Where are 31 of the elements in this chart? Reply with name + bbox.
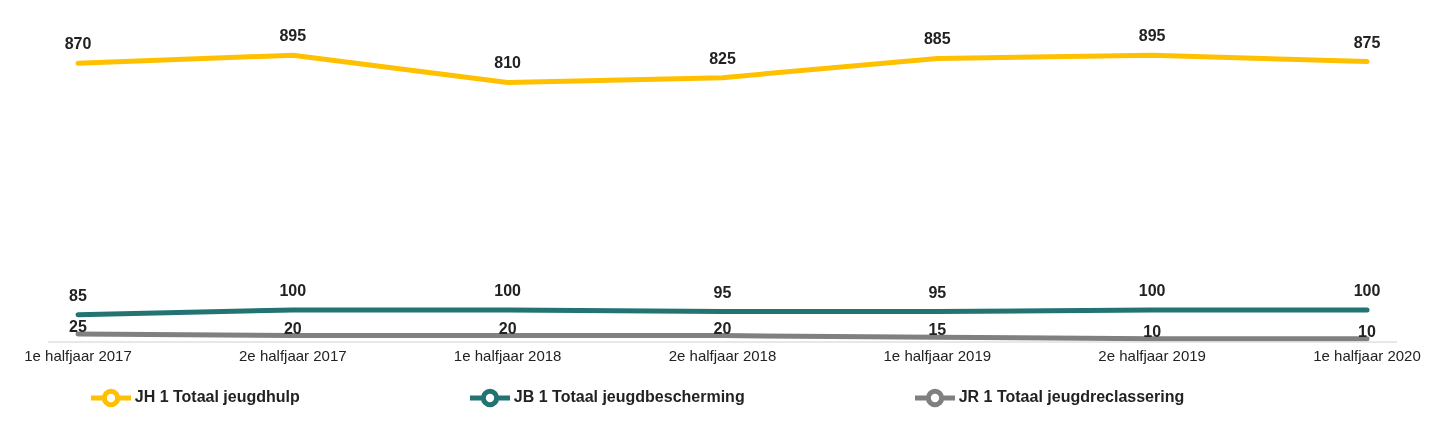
data-label: 875 [1353,33,1381,51]
data-label: 870 [64,35,92,53]
legend-label: JR 1 Totaal jeugdreclassering [958,388,1185,406]
x-tick-label: 1e halfjaar 2019 [883,346,992,364]
data-label: 100 [279,281,307,299]
data-label: 20 [283,319,302,337]
data-label: 895 [279,27,307,45]
data-label: 885 [923,30,951,48]
data-label: 825 [709,49,736,67]
x-tick-label: 2e halfjaar 2018 [668,346,777,364]
legend-label: JB 1 Totaal jeugdbescherming [513,388,745,406]
data-label: 95 [928,283,947,301]
data-label: 895 [1138,27,1166,45]
data-label: 20 [498,319,517,337]
x-tick-label: 1e halfjaar 2017 [24,346,132,364]
data-label: 100 [1353,281,1381,299]
data-label: 810 [494,54,522,72]
x-tick-label: 1e halfjaar 2020 [1313,346,1421,364]
data-label: 100 [1138,281,1166,299]
data-label: 100 [494,281,522,299]
x-tick-label: 2e halfjaar 2019 [1098,346,1206,364]
data-label: 25 [69,317,87,335]
x-tick-label: 1e halfjaar 2018 [453,346,562,364]
data-label: 15 [928,321,947,339]
x-tick-label: 2e halfjaar 2017 [239,346,347,364]
data-label: 85 [69,286,87,304]
data-label: 10 [1358,322,1376,340]
data-label: 20 [713,319,732,337]
data-label: 95 [713,283,732,301]
data-label: 10 [1143,322,1162,340]
legend-label: JH 1 Totaal jeugdhulp [134,388,300,406]
